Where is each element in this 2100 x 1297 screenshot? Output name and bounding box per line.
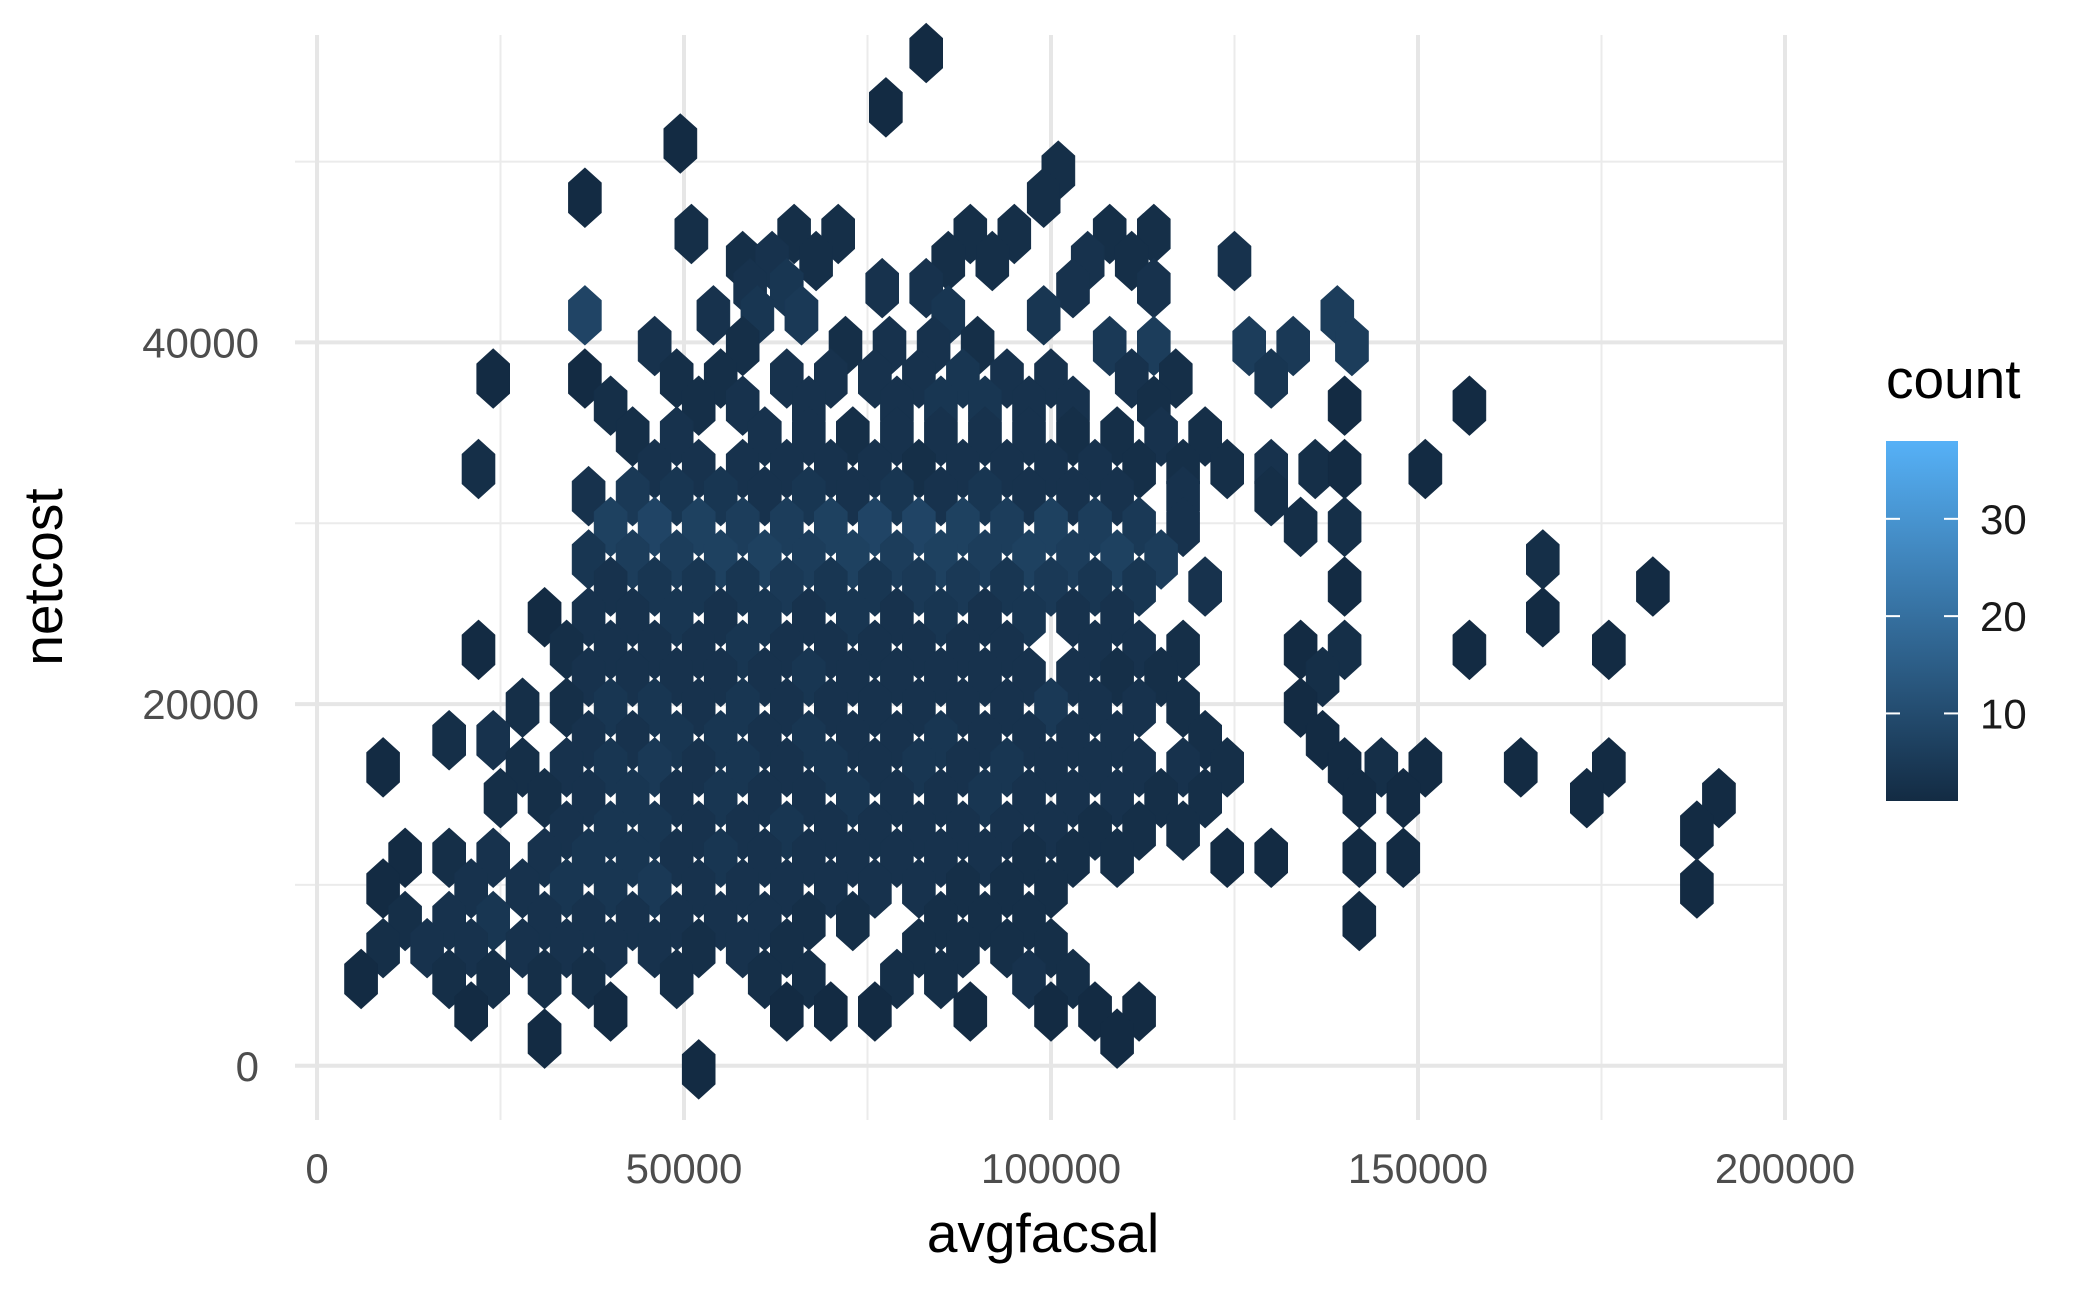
y-tick-label: 20000 <box>142 681 259 728</box>
hex-bin <box>505 677 540 738</box>
hex-bin <box>1342 827 1377 889</box>
x-tick-label: 200000 <box>1715 1145 1855 1192</box>
hex-bin <box>1680 858 1714 919</box>
hex-bin <box>835 890 870 952</box>
hex-bin <box>1327 496 1362 558</box>
hex-bin <box>1254 348 1288 409</box>
hex-bin <box>1254 465 1288 527</box>
hex-bin <box>924 948 958 1010</box>
hex-bin <box>568 285 602 346</box>
hex-bin <box>1570 767 1604 829</box>
hex-bin <box>476 709 511 771</box>
hex-bin <box>1210 827 1244 889</box>
hex-bin <box>1056 257 1090 319</box>
hex-bin <box>1188 556 1222 617</box>
y-axis-tick-labels: 0 20000 40000 <box>142 319 259 1089</box>
hex-bin <box>769 981 804 1042</box>
hex-bin <box>1452 619 1487 681</box>
hex-bin <box>909 22 944 84</box>
hex-bin <box>461 438 496 500</box>
hex-bin <box>1526 529 1560 590</box>
hex-bin <box>1100 827 1134 889</box>
hex-bin <box>1254 827 1288 889</box>
hex-bin <box>1335 315 1369 377</box>
legend-ticks: 10 20 30 <box>1886 496 2027 737</box>
hex-bin <box>568 167 602 229</box>
hex-bin <box>1327 438 1362 500</box>
hex-bin <box>1636 556 1670 617</box>
y-tick-label: 40000 <box>142 319 259 366</box>
hex-bin <box>1100 1008 1134 1069</box>
hex-bin <box>593 981 628 1042</box>
hex-bin <box>696 285 731 346</box>
hex-bin <box>527 1008 562 1069</box>
legend-tick-label: 30 <box>1980 496 2027 543</box>
hex-bin <box>476 348 511 409</box>
hex-bin <box>344 948 378 1010</box>
hex-bin <box>1592 619 1626 681</box>
hex-bin <box>674 203 709 265</box>
legend-tick-label: 10 <box>1980 690 2027 737</box>
hex-bin <box>454 981 489 1042</box>
y-tick-label: 0 <box>236 1043 259 1090</box>
hex-bin <box>953 981 988 1042</box>
hex-bin <box>1166 800 1200 861</box>
hex-bin <box>1526 586 1560 648</box>
hex-bin <box>1034 981 1068 1042</box>
hex-bin <box>663 113 698 174</box>
hex-bin <box>483 767 518 829</box>
hex-bin <box>799 230 833 292</box>
hex-bin <box>1283 496 1318 558</box>
hex-bin <box>366 737 400 798</box>
x-tick-label: 50000 <box>626 1145 743 1192</box>
hex-bin <box>461 619 496 681</box>
hex-bin <box>865 257 900 319</box>
hex-bin <box>1503 737 1538 798</box>
hex-bin <box>1342 890 1377 952</box>
hexbin-cells <box>344 22 1736 1100</box>
x-tick-label: 0 <box>305 1145 328 1192</box>
hex-bin <box>857 981 892 1042</box>
hex-bin <box>568 348 602 409</box>
legend-title: count <box>1886 348 2021 410</box>
hex-bin <box>1386 827 1421 889</box>
hex-bin <box>1026 167 1061 229</box>
hex-bin <box>681 1039 716 1100</box>
legend-tick-label: 20 <box>1980 593 2027 640</box>
hex-bin <box>868 77 903 138</box>
x-tick-label: 100000 <box>981 1145 1121 1192</box>
axes: 0 50000 100000 150000 200000 0 20000 40000 avg… <box>12 319 1855 1264</box>
hex-bin <box>813 981 848 1042</box>
hex-bin <box>1327 375 1362 436</box>
hex-bin <box>659 948 694 1010</box>
x-axis-tick-labels: 0 50000 100000 150000 200000 <box>305 1145 1855 1192</box>
y-axis-title: netcost <box>12 488 74 665</box>
hex-bin <box>432 709 467 771</box>
hex-bin <box>1217 230 1252 292</box>
hex-bin <box>1327 556 1362 617</box>
hex-bin <box>1408 438 1443 500</box>
hex-bin <box>1452 375 1487 436</box>
hex-bin <box>1210 438 1244 500</box>
hex-bin <box>784 285 819 346</box>
hex-bin <box>1298 438 1333 500</box>
x-tick-label: 150000 <box>1348 1145 1488 1192</box>
hex-bin <box>1026 285 1061 346</box>
legend-colorbar <box>1886 441 1958 801</box>
x-axis-title: avgfacsal <box>927 1202 1159 1264</box>
color-legend: count 10 20 30 <box>1886 348 2027 801</box>
hex-bin <box>975 230 1010 292</box>
